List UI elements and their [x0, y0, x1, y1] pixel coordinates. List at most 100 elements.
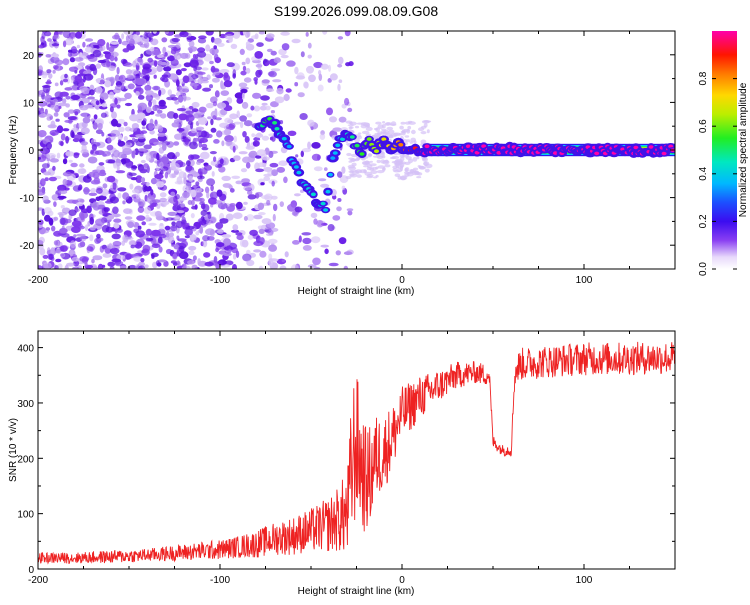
spectral-noise-point [62, 171, 72, 177]
spectral-noise-point [366, 176, 374, 179]
spectral-noise-point [132, 35, 142, 43]
spectral-noise-point [190, 189, 197, 198]
spectral-noise-point [260, 182, 265, 186]
spectral-noise-point [217, 260, 223, 265]
spectral-noise-point [136, 112, 146, 120]
spectral-noise-point [318, 73, 323, 82]
spectral-noise-point [335, 250, 341, 256]
spectral-noise-point [101, 151, 111, 157]
chart-title: S199.2026.099.08.09.G08 [274, 3, 438, 19]
spectral-noise-point [253, 214, 263, 220]
spectral-noise-point [135, 31, 140, 36]
spectral-noise-point [344, 97, 350, 106]
spectral-noise-point [233, 121, 241, 125]
spectral-noise-point [41, 71, 48, 79]
spectral-noise-point [93, 114, 98, 120]
spectral-noise-point [297, 92, 305, 98]
spectral-noise-point [236, 234, 244, 241]
spectral-noise-point [206, 220, 212, 226]
spectral-noise-point [125, 254, 134, 259]
snr-y-label: SNR (10 * v/v) [8, 418, 19, 482]
spectral-noise-point [109, 91, 114, 100]
spectral-noise-point [134, 57, 144, 66]
spectral-noise-point [171, 37, 180, 43]
spectral-noise-point [169, 232, 175, 238]
spectral-noise-point [71, 220, 82, 227]
spectral-noise-point [50, 104, 58, 110]
spectral-noise-point [114, 228, 118, 234]
spectral-noise-point [127, 221, 134, 228]
spectral-noise-point [199, 151, 210, 160]
spectral-noise-point [143, 32, 149, 39]
spectral-noise-point [113, 222, 120, 229]
spectral-noise-point [111, 111, 117, 119]
spectral-noise-point [137, 95, 145, 100]
spectral-noise-point [123, 208, 132, 215]
spectral-noise-point [113, 218, 122, 223]
spectral-noise-point [281, 43, 290, 51]
spectral-noise-point [232, 69, 237, 77]
spectral-noise-point [160, 113, 167, 119]
spectral-noise-point [107, 261, 115, 267]
spectral-noise-point [142, 184, 147, 193]
spectral-noise-point [54, 59, 64, 66]
spectral-noise-point [263, 176, 271, 182]
spectral-noise-point [77, 168, 87, 175]
spectral-noise-point [136, 215, 146, 221]
spectral-noise-point [50, 247, 55, 255]
spectral-noise-point [285, 88, 292, 93]
spectral-noise-point [51, 194, 60, 201]
spectral-noise-point [178, 245, 185, 253]
spectral-noise-point [42, 85, 51, 93]
spectral-noise-point [150, 189, 154, 196]
spectral-noise-point [85, 38, 94, 42]
spectral-noise-point [206, 74, 211, 80]
spectral-noise-point [401, 131, 406, 136]
y-tick-label: 0 [28, 146, 34, 157]
spectral-noise-point [133, 255, 143, 262]
spectral-noise-point [307, 54, 312, 59]
spectral-noise-point [221, 234, 232, 238]
spectral-noise-point [426, 129, 430, 134]
spectral-noise-point [58, 187, 66, 191]
spectral-noise-point [255, 69, 262, 78]
spectral-noise-point [223, 80, 233, 88]
spectrogram-y-label: Frequency (Hz) [8, 116, 19, 185]
spectral-noise-point [53, 201, 57, 208]
spectral-noise-point [40, 178, 46, 187]
spectral-noise-point [287, 130, 297, 136]
spectral-noise-point [284, 251, 289, 258]
spectral-noise-point [65, 95, 71, 100]
y-tick-label: -20 [20, 241, 35, 252]
spectral-noise-point [76, 44, 81, 49]
spectral-noise-point [219, 218, 229, 224]
spectral-noise-point [79, 199, 85, 203]
spectral-noise-point [276, 166, 286, 173]
spectral-noise-point [416, 176, 422, 179]
spectral-noise-point [235, 180, 243, 185]
spectral-noise-point [202, 239, 208, 248]
spectral-noise-point [84, 104, 93, 109]
spectral-noise-point [125, 35, 130, 43]
spectral-noise-point [270, 68, 281, 72]
spectral-noise-point [97, 44, 106, 52]
spectral-noise-point [136, 135, 146, 140]
spectral-noise-point [124, 92, 132, 100]
spectral-noise-point [114, 97, 118, 105]
spectral-noise-point [223, 128, 232, 136]
spectral-noise-point [370, 170, 378, 174]
x-tick-label: -100 [210, 275, 230, 286]
spectral-noise-point [291, 211, 298, 216]
spectral-noise-point [52, 53, 60, 58]
spectral-noise-point [163, 66, 172, 72]
spectral-noise-point [144, 84, 152, 92]
spectral-noise-point [52, 165, 56, 171]
spectral-ridge-core [325, 189, 331, 194]
spectral-noise-point [420, 131, 427, 135]
spectral-noise-point [134, 148, 140, 156]
spectral-noise-point [302, 148, 311, 153]
spectral-noise-point [194, 204, 198, 210]
spectral-noise-point [129, 38, 135, 47]
spectral-ridge-core [648, 145, 654, 149]
spectral-noise-point [129, 134, 137, 138]
